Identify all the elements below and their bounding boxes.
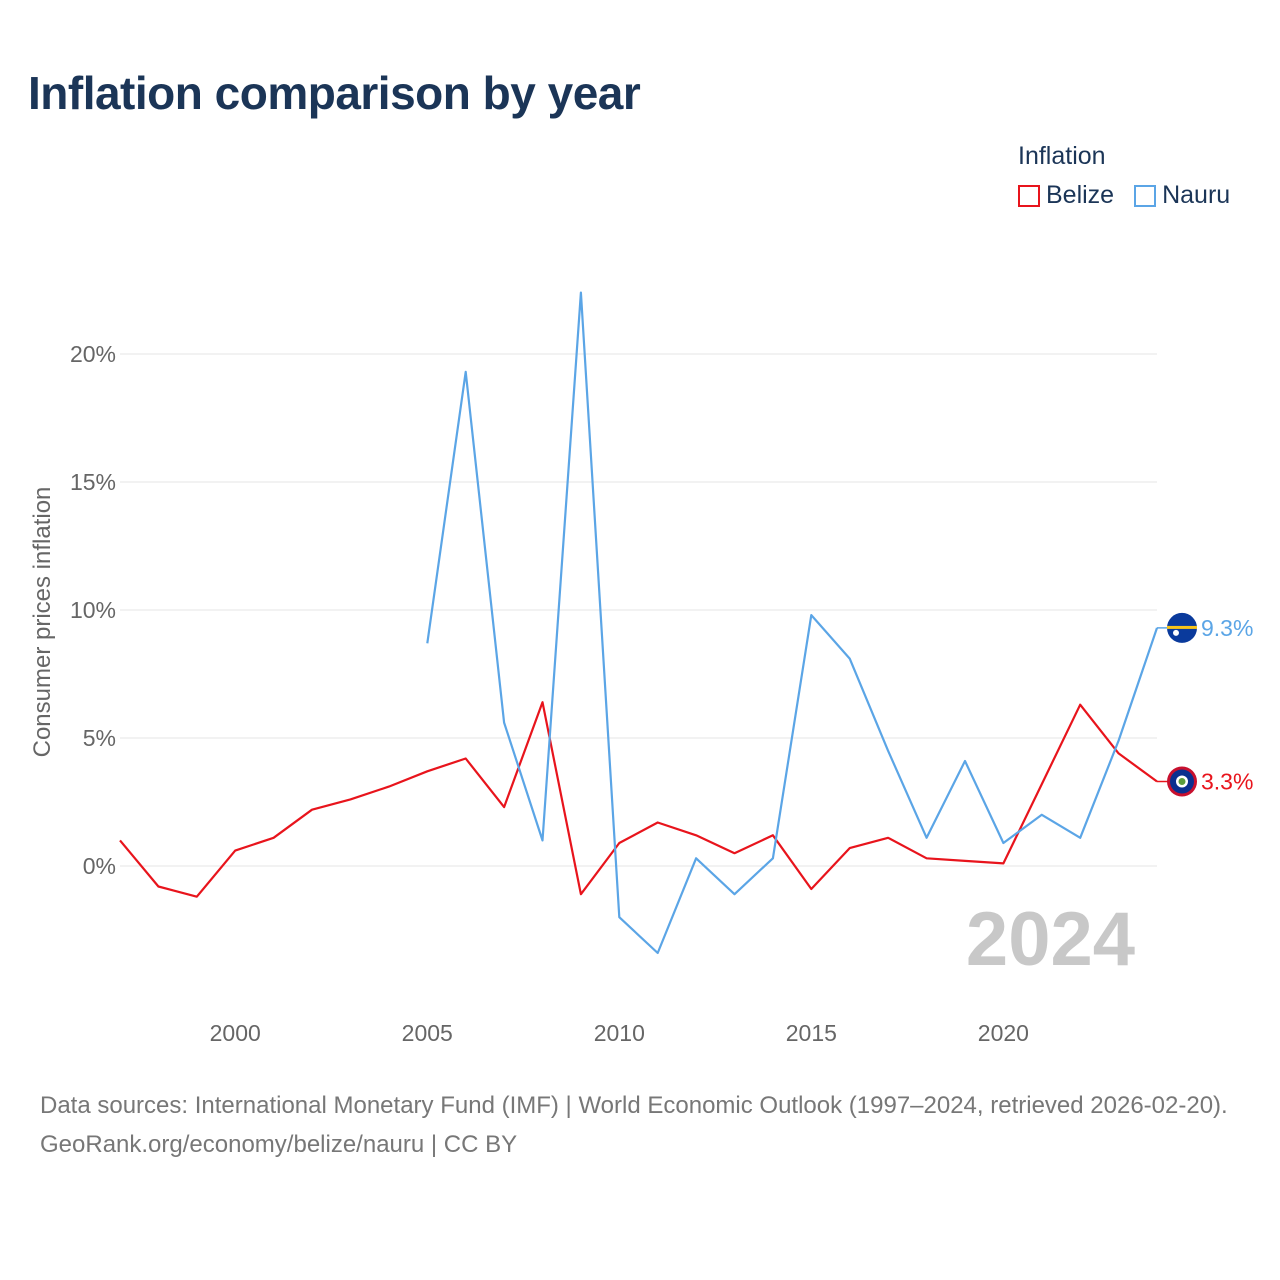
belize-flag-icon [1167,766,1197,797]
x-tick-label: 2000 [210,1020,261,1046]
end-value-label-belize: 3.3% [1201,769,1253,795]
legend-label-nauru: Nauru [1162,181,1231,209]
flag-star [1173,629,1179,636]
data-sources: Data sources: International Monetary Fun… [40,1092,1228,1119]
chart-title: Inflation comparison by year [28,67,641,119]
legend: Inflation Belize Nauru [1018,142,1230,210]
end-value-label-nauru: 9.3% [1201,615,1253,641]
x-tick-label: 2010 [594,1020,645,1046]
legend-swatch-belize [1018,184,1040,207]
line-chart: 2024 Consumer prices inflation 0% 5% 10% 15… [29,291,1253,1046]
series-line-nauru [426,291,1159,955]
x-tick-label: 2015 [786,1020,837,1046]
y-tick-label: 10% [70,597,116,623]
x-tick-label: 2005 [402,1020,453,1046]
footer: Data sources: International Monetary Fun… [40,1086,1250,1164]
flag-emblem-center [1178,778,1186,786]
legend-item-belize[interactable]: Belize [1018,181,1114,210]
nauru-flag-icon [1167,612,1197,643]
legend-label-belize: Belize [1046,181,1115,209]
y-tick-label: 15% [70,469,116,495]
series-line-belize [119,701,1158,898]
credit-link[interactable]: GeoRank.org/economy/belize/nauru | CC BY [40,1131,518,1158]
y-axis-label: Consumer prices inflation [29,487,56,758]
x-tick-label: 2020 [978,1020,1029,1046]
y-tick-label: 20% [70,341,116,367]
y-tick-label: 5% [83,725,116,751]
year-watermark: 2024 [966,897,1135,982]
legend-item-nauru[interactable]: Nauru [1134,181,1230,210]
legend-title: Inflation [1018,142,1106,170]
legend-swatch-nauru [1134,184,1157,207]
flag-stripe [1167,625,1197,629]
y-tick-label: 0% [83,853,116,879]
